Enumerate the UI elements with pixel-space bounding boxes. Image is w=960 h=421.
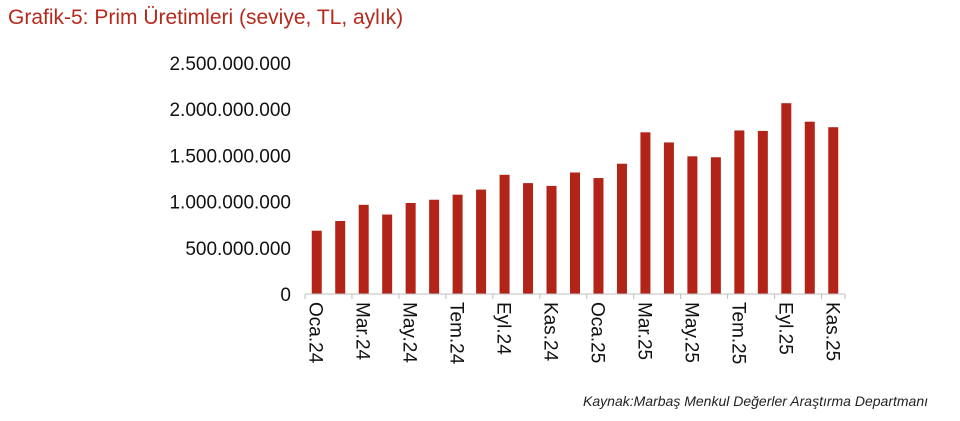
- bar: [335, 221, 346, 294]
- y-tick-label: 500.000.000: [185, 239, 291, 260]
- x-tick-label: May.24: [399, 302, 420, 363]
- bar: [781, 103, 792, 294]
- bar: [429, 199, 440, 294]
- bar: [570, 172, 580, 294]
- bar: [757, 130, 768, 294]
- bar: [663, 142, 674, 294]
- y-tick-label: 0: [280, 285, 291, 306]
- bar: [499, 174, 510, 294]
- bar: [476, 189, 487, 294]
- bar: [640, 132, 651, 294]
- x-tick-label: Tem.25: [727, 302, 748, 364]
- x-tick-label: Eyl.24: [493, 302, 514, 355]
- bar: [687, 156, 698, 294]
- y-tick-label: 2.000.000.000: [169, 100, 291, 121]
- bar: [358, 204, 369, 294]
- bar: [452, 194, 463, 294]
- bar: [593, 178, 604, 294]
- bar: [405, 202, 416, 294]
- bar: [523, 183, 534, 294]
- x-tick-label: Mar.24: [352, 302, 373, 361]
- bar: [311, 230, 322, 294]
- y-tick-label: 2.500.000.000: [169, 54, 291, 75]
- x-tick-label: Kas.25: [821, 302, 842, 361]
- x-tick-label: Mar.25: [633, 302, 654, 360]
- source-note: Kaynak:Marbaş Menkul Değerler Araştırma …: [583, 393, 928, 409]
- x-tick-label: Eyl.25: [774, 302, 795, 355]
- x-tick-label: Kas.24: [540, 302, 561, 362]
- bar: [616, 163, 627, 294]
- bar: [734, 130, 745, 294]
- x-tick-label: Tem.24: [446, 302, 467, 365]
- chart-title: Grafik-5: Prim Üretimleri (seviye, TL, a…: [8, 6, 404, 29]
- y-tick-label: 1.500.000.000: [169, 146, 291, 167]
- x-tick-label: May.25: [680, 302, 701, 363]
- bar: [546, 185, 557, 294]
- bar: [804, 121, 815, 294]
- bar: [382, 214, 393, 294]
- x-tick-label: Oca.25: [586, 302, 607, 363]
- x-tick-label: Oca.24: [305, 302, 326, 364]
- bar: [828, 127, 839, 294]
- y-tick-label: 1.000.000.000: [169, 193, 291, 214]
- bar: [710, 157, 721, 294]
